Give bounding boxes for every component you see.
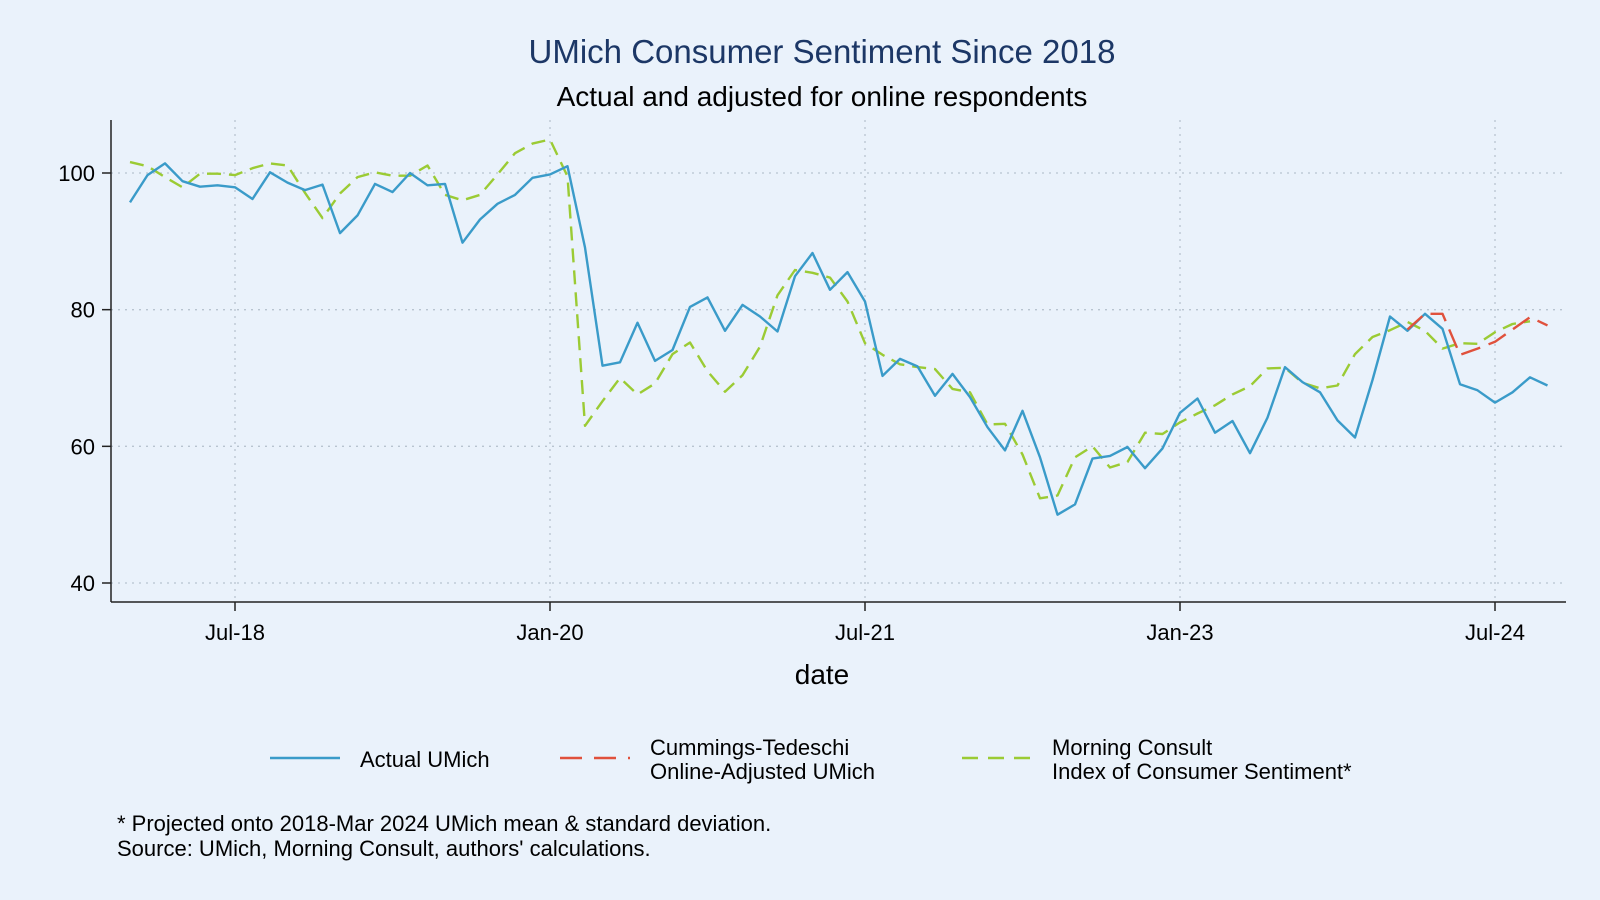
x-tick-label: Jul-18	[205, 620, 265, 645]
legend-label-0: Actual UMich	[360, 747, 490, 772]
legend-label-2: Morning Consult	[1052, 735, 1212, 760]
legend-label-1: Cummings-Tedeschi	[650, 735, 849, 760]
footnote: Source: UMich, Morning Consult, authors'…	[117, 836, 651, 861]
legend: Actual UMich Cummings-TedeschiOnline-Adju…	[270, 735, 1352, 784]
series-line-1	[1406, 312, 1549, 356]
chart-title: UMich Consumer Sentiment Since 2018	[529, 33, 1116, 70]
series-lines	[128, 138, 1549, 516]
legend-label-1: Online-Adjusted UMich	[650, 759, 875, 784]
x-tick-label: Jul-21	[835, 620, 895, 645]
series-line-0	[128, 162, 1549, 516]
chart-subtitle: Actual and adjusted for online responden…	[557, 81, 1088, 112]
y-tick-label: 100	[58, 161, 95, 186]
x-axis-title: date	[795, 659, 850, 690]
grid	[111, 120, 1566, 602]
y-tick-label: 60	[71, 434, 95, 459]
y-tick-label: 80	[71, 298, 95, 323]
x-tick-label: Jan-23	[1146, 620, 1213, 645]
x-tick-label: Jan-20	[516, 620, 583, 645]
axes: 40 60 80 100 Jul-18 Jan-20 Jul-21 Jan-23 Jul-24	[58, 120, 1566, 645]
footnote: * Projected onto 2018-Mar 2024 UMich mea…	[117, 811, 771, 836]
notes: * Projected onto 2018-Mar 2024 UMich mea…	[117, 811, 771, 861]
y-tick-label: 40	[71, 571, 95, 596]
legend-label-2: Index of Consumer Sentiment*	[1052, 759, 1352, 784]
x-tick-label: Jul-24	[1465, 620, 1525, 645]
